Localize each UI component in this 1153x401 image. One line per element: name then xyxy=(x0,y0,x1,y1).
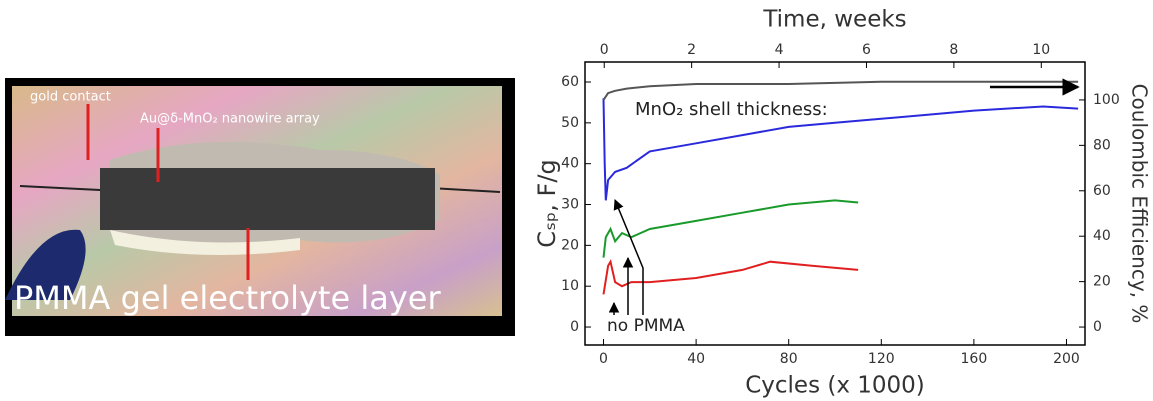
y2-tick-label: 0 xyxy=(1093,319,1102,335)
annotation: MnO₂ shell thickness: xyxy=(635,99,828,120)
y-tick-label: 0 xyxy=(570,319,579,335)
photo-label: Au@δ-MnO₂ nanowire array xyxy=(140,112,320,127)
y-axis-label: Cₛₚ, F/g xyxy=(533,159,561,247)
y-tick-label: 50 xyxy=(561,115,579,131)
y2-tick-label: 100 xyxy=(1093,92,1120,108)
x-axis-label: Cycles (x 1000) xyxy=(745,373,925,399)
data-line xyxy=(604,82,1079,100)
y-tick-label: 10 xyxy=(561,278,579,294)
y2-tick-label: 40 xyxy=(1093,228,1111,244)
x-tick-label: 120 xyxy=(868,351,895,367)
x2-tick-label: 2 xyxy=(687,42,696,58)
photo-label: PMMA gel electrolyte layer xyxy=(14,279,441,317)
nanowire-array xyxy=(100,168,435,230)
y2-tick-label: 60 xyxy=(1093,183,1111,199)
photo-label: gold contact xyxy=(30,90,111,105)
y2-tick-label: 20 xyxy=(1093,274,1111,290)
x2-tick-label: 6 xyxy=(862,42,871,58)
x-tick-label: 80 xyxy=(780,351,798,367)
x2-tick-label: 4 xyxy=(775,42,784,58)
y-tick-label: 30 xyxy=(561,197,579,213)
annotation: no PMMA xyxy=(607,316,685,336)
data-line xyxy=(604,200,859,257)
x2-tick-label: 10 xyxy=(1032,42,1050,58)
arrow xyxy=(615,200,643,315)
x2-axis-label: Time, weeks xyxy=(762,7,906,33)
y2-tick-label: 80 xyxy=(1093,137,1111,153)
x-tick-label: 160 xyxy=(961,351,988,367)
photo: gold contact Au@δ-MnO₂ nanowire array PM… xyxy=(5,78,515,336)
y2-axis-label: Coulombic Efficiency, % xyxy=(1128,84,1152,324)
x2-tick-label: 0 xyxy=(600,42,609,58)
x-tick-label: 40 xyxy=(687,351,705,367)
figure: gold contact Au@δ-MnO₂ nanowire array PM… xyxy=(0,0,1153,401)
y-tick-label: 20 xyxy=(561,237,579,253)
y-tick-label: 60 xyxy=(561,74,579,90)
x2-tick-label: 8 xyxy=(949,42,958,58)
x-tick-label: 0 xyxy=(599,351,608,367)
y-tick-label: 40 xyxy=(561,156,579,172)
x-tick-label: 200 xyxy=(1053,351,1080,367)
